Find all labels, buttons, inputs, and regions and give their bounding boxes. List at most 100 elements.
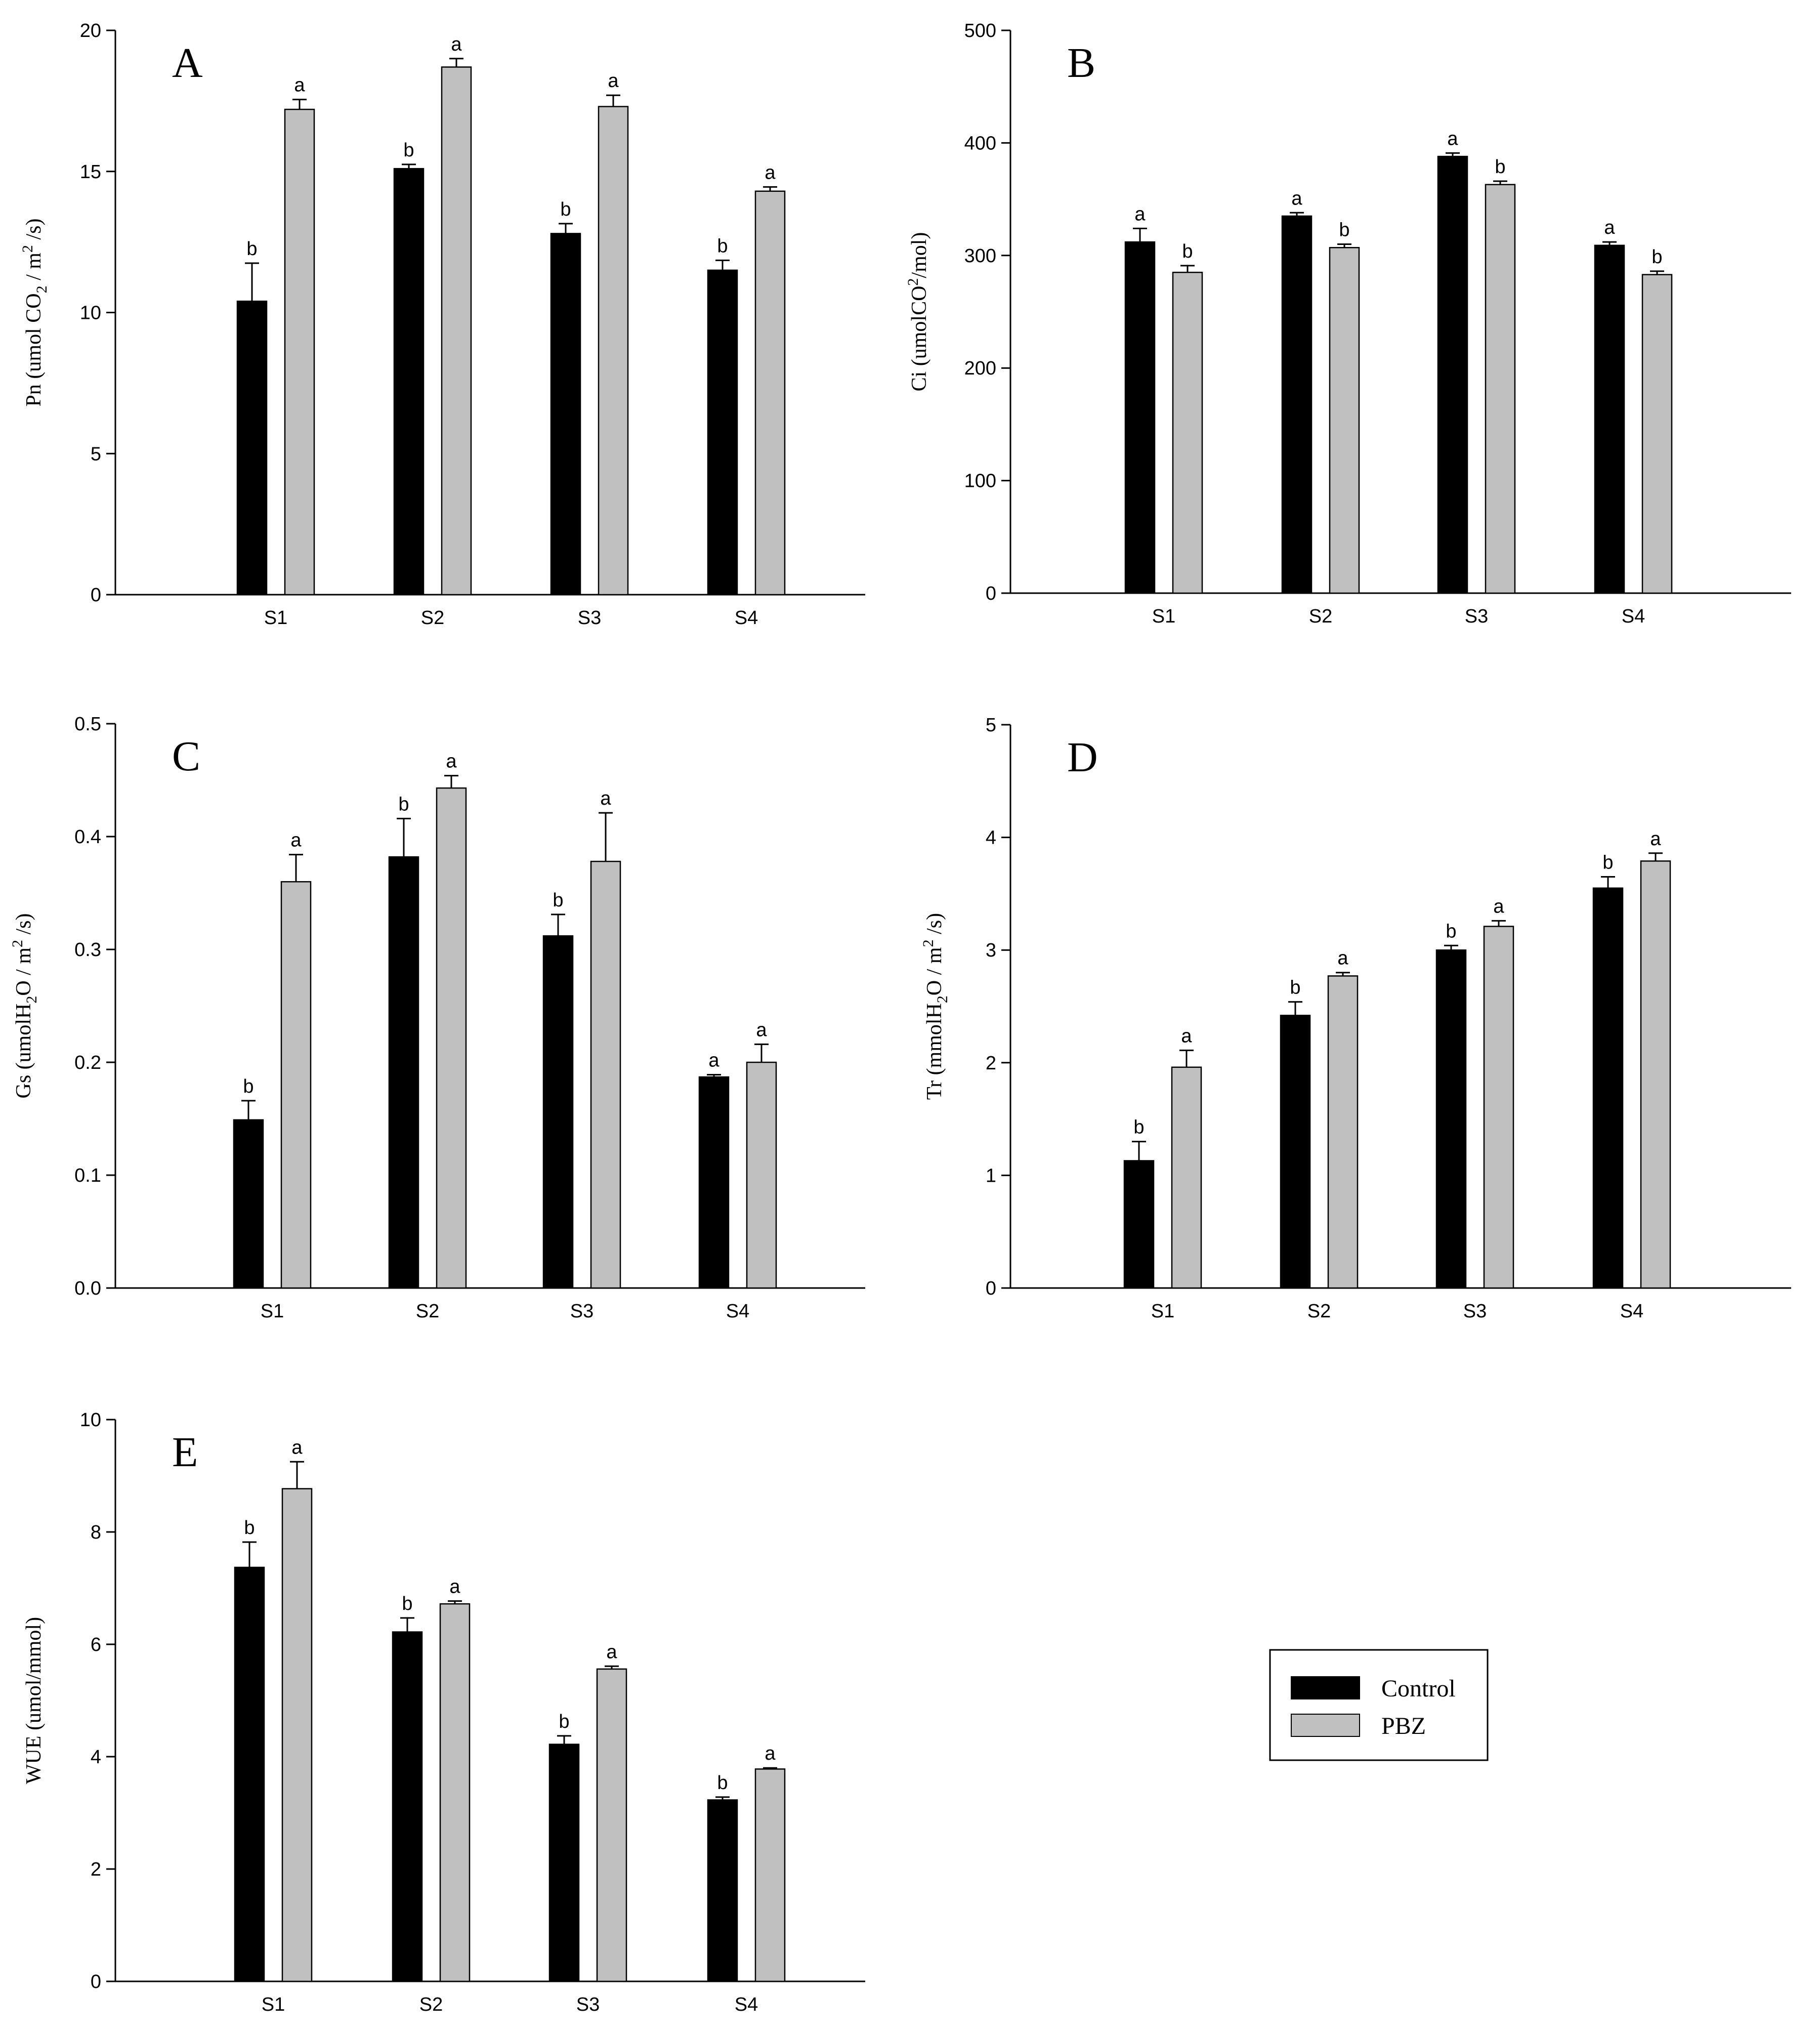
panel-b-x-tick-label: S1 — [1152, 606, 1175, 627]
panel-e-bar-control-s4 — [707, 1799, 738, 1982]
panel-a-y-tick-label: 5 — [91, 443, 101, 465]
panel-d-bar-control-s3 — [1435, 949, 1467, 1289]
panel-a-bar-pbz-s3 — [598, 106, 629, 596]
panel-e-x-tick-label: S1 — [262, 1994, 285, 2015]
y-label-text: O / m — [923, 947, 946, 995]
panel-e-x-tick-label: S3 — [576, 1994, 600, 2015]
panel-c-y-tick-label: 0.3 — [74, 939, 101, 961]
panel-c-x-tick-label: S1 — [261, 1301, 284, 1322]
panel-a-y-tick-label: 0 — [91, 585, 101, 606]
panel-e-bar-control-s2 — [392, 1631, 423, 1982]
panel-c-significance-letter: a — [708, 1050, 719, 1071]
panel-e-bar-control-s3 — [548, 1744, 580, 1982]
panel-b-x-tick-label: S3 — [1465, 606, 1488, 627]
panel-c-significance-letter: b — [553, 890, 563, 911]
panel-e-significance-letter: b — [402, 1593, 412, 1614]
panel-d-bar-pbz-s2 — [1327, 975, 1359, 1289]
panel-c-bar-pbz-s4 — [746, 1061, 777, 1289]
legend-box — [1269, 1649, 1489, 1761]
panel-e-bar-control-s1 — [234, 1566, 265, 1982]
panel-a-bar-control-s4 — [707, 269, 738, 596]
panel-c-y-tick-label: 0.5 — [74, 714, 101, 735]
panel-c-significance-letter: b — [398, 794, 409, 815]
panel-e-y-tick-label: 2 — [91, 1859, 101, 1880]
panel-b-y-tick-label: 300 — [964, 245, 996, 267]
panel-b-bar-pbz-s3 — [1485, 184, 1516, 594]
panel-e-bar-pbz-s1 — [281, 1488, 313, 1982]
panel-a-letter: A — [172, 39, 203, 87]
panel-d-significance-letter: b — [1602, 852, 1613, 874]
panel-c-bar-pbz-s1 — [280, 881, 312, 1289]
panel-e-significance-letter: a — [606, 1641, 617, 1663]
y-label-text: O / m — [12, 947, 35, 996]
panel-c-x-tick-label: S3 — [570, 1301, 594, 1322]
panel-b-significance-letter: b — [1339, 220, 1349, 241]
y-label-text: /s) — [923, 913, 946, 940]
y-label-subscript: 2 — [33, 285, 50, 293]
panel-e-significance-letter: a — [291, 1437, 303, 1458]
panel-d-bar-control-s1 — [1123, 1160, 1155, 1289]
panel-d-x-tick-label: S2 — [1307, 1301, 1331, 1322]
panel-d-y-tick-label: 3 — [986, 940, 996, 961]
panel-d-bar-pbz-s3 — [1483, 926, 1514, 1289]
panel-e-y-tick-label: 10 — [80, 1409, 101, 1431]
panel-d-significance-letter: b — [1290, 977, 1300, 999]
y-label-superscript: 2 — [9, 940, 26, 947]
panel-c-y-tick-label: 0.2 — [74, 1052, 101, 1073]
legend-swatch-control — [1291, 1676, 1360, 1699]
panel-e-bar-pbz-s4 — [754, 1768, 786, 1982]
panel-b-bar-control-s2 — [1281, 215, 1313, 594]
panel-d-y-tick-label: 4 — [986, 827, 996, 849]
panel-d-significance-letter: a — [1337, 948, 1348, 969]
panel-a-y-axis-label: Pn (umol CO2 / m2 /s) — [19, 219, 50, 407]
panel-c-y-tick-label: 0.1 — [74, 1165, 101, 1186]
panel-e-bar-pbz-s3 — [596, 1668, 627, 1982]
panel-c-letter: C — [172, 733, 200, 780]
panel-a-x-tick-label: S2 — [421, 607, 444, 629]
panel-c-bar-control-s2 — [388, 856, 419, 1289]
panel-b: 0 100 200 300 400 500 S1 S2 S3 S4 B Ci (umolCO2/mol… — [905, 20, 1791, 627]
y-label-superscript: 2 — [19, 245, 36, 253]
panel-c-y-tick-label: 0.4 — [74, 826, 101, 848]
panel-e-letter: E — [172, 1429, 198, 1476]
panel-a-bar-pbz-s4 — [754, 190, 786, 596]
panel-a-y-tick-label: 20 — [80, 20, 101, 42]
panel-a-significance-letter: b — [403, 140, 414, 161]
panel-d-significance-letter: b — [1446, 921, 1456, 942]
panel-a-bar-pbz-s2 — [441, 66, 472, 596]
panel-a-bar-control-s2 — [393, 168, 425, 596]
y-label-superscript: 2 — [920, 939, 937, 947]
panel-d-bar-pbz-s1 — [1171, 1066, 1202, 1289]
panel-e-y-tick-label: 8 — [91, 1522, 101, 1543]
legend-label-control: Control — [1381, 1675, 1456, 1702]
panel-a-significance-letter: b — [560, 199, 571, 220]
y-label-text: Gs (umolH — [12, 1004, 35, 1099]
panel-e: 0 2 4 6 8 10 S1 S2 S3 S4 E WUE (umol/mmol) b b b b a a a a — [22, 1409, 865, 2015]
panel-a-x-tick-label: S1 — [264, 607, 287, 629]
panel-b-significance-letter: a — [1291, 188, 1302, 209]
panel-d-x-tick-label: S4 — [1620, 1301, 1643, 1322]
panel-b-bar-pbz-s2 — [1329, 246, 1360, 594]
panel-d-x-tick-label: S1 — [1151, 1301, 1174, 1322]
panel-a-significance-letter: a — [608, 70, 619, 92]
panel-d-y-tick-label: 0 — [986, 1278, 996, 1299]
panel-e-x-tick-label: S2 — [419, 1994, 443, 2015]
panel-d-bar-control-s4 — [1592, 887, 1624, 1289]
y-label-text: /s) — [12, 913, 35, 940]
panel-c-significance-letter: a — [290, 830, 302, 851]
panel-e-significance-letter: a — [765, 1743, 776, 1764]
y-label-text: Ci (umolCO — [908, 286, 931, 392]
panel-c-bar-pbz-s2 — [436, 787, 467, 1289]
panel-d-y-tick-label: 2 — [986, 1053, 996, 1074]
panel-b-significance-letter: a — [1604, 217, 1615, 238]
panel-b-y-tick-label: 200 — [964, 358, 996, 379]
panel-a-bar-pbz-s1 — [284, 108, 315, 596]
panel-b-bar-pbz-s4 — [1641, 274, 1673, 594]
panel-b-significance-letter: b — [1652, 246, 1662, 268]
panel-c-y-axis-label: Gs (umolH2O / m2 /s) — [9, 913, 40, 1098]
panel-b-bar-pbz-s1 — [1172, 271, 1203, 594]
panel-e-significance-letter: b — [244, 1517, 255, 1539]
panel-a-significance-letter: a — [765, 162, 776, 183]
